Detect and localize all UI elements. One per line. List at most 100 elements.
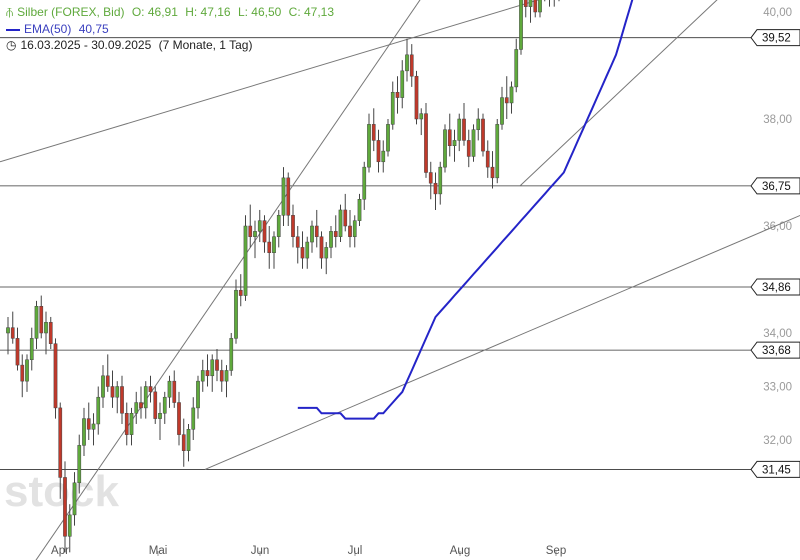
ema-label: EMA(50) xyxy=(24,22,72,36)
level-badge xyxy=(750,341,800,359)
candle-body xyxy=(314,225,319,237)
date-range: ◷ 16.03.2025 - 30.09.2025 (7 Monate, 1 Ta… xyxy=(6,38,256,52)
candle-body xyxy=(495,124,500,179)
candle-body xyxy=(538,0,542,13)
candle-body xyxy=(172,380,177,403)
ema-line xyxy=(297,0,634,420)
x-tick-label: Jun xyxy=(251,545,270,557)
candle-body xyxy=(291,215,295,237)
candle-body xyxy=(238,289,243,296)
candle-body xyxy=(272,236,276,253)
candle-body xyxy=(153,391,158,419)
candle-body xyxy=(319,236,324,259)
candle-body xyxy=(352,220,357,237)
candle-body xyxy=(348,225,352,237)
candle-body xyxy=(262,220,267,243)
candle-body xyxy=(200,370,205,382)
ema-swatch-icon xyxy=(6,28,20,31)
candle-body xyxy=(110,386,115,398)
candle-body xyxy=(34,306,39,339)
ohlc-low: L: 46,50 xyxy=(237,5,282,19)
y-tick-label: 32,00 xyxy=(763,435,792,447)
candle-body xyxy=(295,236,300,248)
candle-body xyxy=(367,124,371,168)
candle-body xyxy=(504,97,509,104)
candle-body xyxy=(86,418,91,430)
y-tick-label: 36,00 xyxy=(763,221,792,233)
candle-body xyxy=(243,225,248,296)
candle-body xyxy=(229,338,234,371)
candle-body xyxy=(519,0,523,50)
candle-body xyxy=(162,396,167,414)
candle-body xyxy=(124,413,129,435)
candle-body xyxy=(215,359,219,371)
candle-body xyxy=(158,413,162,419)
candle-body xyxy=(257,220,262,232)
candle-body xyxy=(248,225,253,237)
level-badge-label: 34,86 xyxy=(762,282,791,294)
date-range-detail: (7 Monate, 1 Tag) xyxy=(158,38,253,52)
level-badge xyxy=(750,177,800,195)
candle-body xyxy=(91,423,96,430)
candle-body xyxy=(276,215,281,237)
candle-body xyxy=(362,166,367,200)
candle-body xyxy=(129,413,134,435)
candle-body xyxy=(234,289,238,339)
candle-body xyxy=(371,124,376,141)
y-tick-label: 40,00 xyxy=(763,7,792,19)
y-tick-label: 33,00 xyxy=(763,382,792,394)
candle-body xyxy=(96,396,101,425)
candle-body xyxy=(210,359,215,377)
candle-body xyxy=(428,172,433,184)
candle-body xyxy=(443,129,447,168)
candle-body xyxy=(134,402,139,414)
candle-body xyxy=(333,231,338,237)
instrument-name: Silber (FOREX, Bid) xyxy=(17,5,125,19)
candle-body xyxy=(490,166,495,179)
candle-body xyxy=(72,482,77,516)
candle-body xyxy=(533,0,538,13)
trend-line xyxy=(519,0,718,187)
candle-body xyxy=(186,429,191,451)
candle-body xyxy=(433,182,438,195)
x-tick-label: Mai xyxy=(149,545,168,557)
candle-body xyxy=(481,118,485,152)
candle-body xyxy=(219,370,224,382)
trend-line xyxy=(204,214,800,470)
candle-body xyxy=(514,49,519,88)
candle-body xyxy=(77,445,82,484)
candle-body xyxy=(67,514,72,537)
candle-body xyxy=(48,322,53,344)
candle-body xyxy=(305,241,310,259)
ema-value: 40,75 xyxy=(78,22,109,36)
candle-body xyxy=(120,386,124,414)
candle-body xyxy=(267,241,272,254)
candle-body xyxy=(447,129,452,146)
candle-body xyxy=(44,322,48,334)
candle-body xyxy=(528,0,533,7)
candle-body xyxy=(253,231,257,237)
candle-body xyxy=(58,407,63,478)
ohlc-high: H: 47,16 xyxy=(185,5,231,19)
candle-body xyxy=(82,418,86,446)
candle-body xyxy=(10,327,15,339)
candle-body xyxy=(39,306,44,334)
candle-body xyxy=(390,92,395,125)
candle-body xyxy=(63,477,67,537)
x-tick-label: Sep xyxy=(546,545,566,557)
date-range-text: 16.03.2025 - 30.09.2025 xyxy=(20,38,152,52)
candle-body xyxy=(452,140,457,146)
x-tick-label: Apr xyxy=(51,545,69,557)
candle-body xyxy=(476,118,481,130)
candle-body xyxy=(143,386,148,409)
candle-body xyxy=(324,247,329,259)
level-badge xyxy=(750,460,800,478)
candle-body xyxy=(405,54,409,72)
candle-body xyxy=(381,150,386,163)
trend-line xyxy=(35,0,421,560)
candle-body xyxy=(438,166,443,195)
candle-body xyxy=(281,177,286,216)
candle-body xyxy=(419,113,424,120)
